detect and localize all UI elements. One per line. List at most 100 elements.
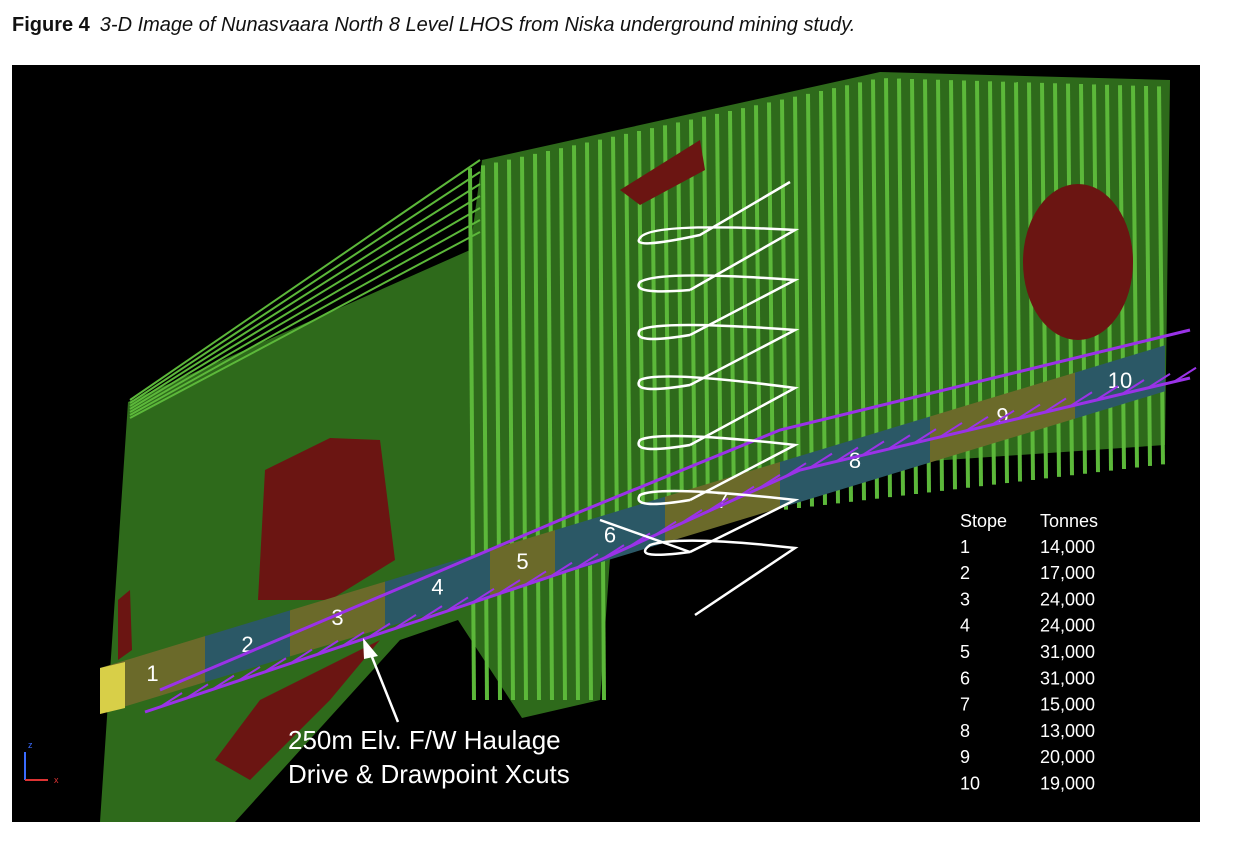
table-cell: 2 [960, 563, 970, 583]
stripe [129, 195, 481, 410]
drawpoint [549, 561, 573, 578]
stripe [676, 122, 684, 523]
stripe [494, 162, 502, 701]
caption-text: 3-D Image of Nunasvaara North 8 Level LH… [99, 14, 856, 36]
stripe [585, 142, 593, 701]
table-cell: 24,000 [1040, 616, 1095, 636]
stripe [520, 156, 528, 701]
stripe [845, 85, 853, 502]
stripe [702, 116, 710, 519]
figure-caption: Figure 4 3-D Image of Nunasvaara North 8 … [12, 14, 855, 37]
stripe [741, 108, 749, 515]
drawpoint [211, 674, 235, 691]
stripe [533, 153, 541, 701]
table-cell: 10 [960, 773, 980, 793]
stripe [572, 145, 580, 701]
table-header: Tonnes [1040, 511, 1098, 531]
drawpoint [497, 579, 521, 595]
drawpoint [1121, 379, 1145, 395]
drawpoint [965, 415, 989, 432]
drawpoint [367, 622, 391, 639]
stope-face [100, 662, 125, 714]
table-cell: 17,000 [1040, 563, 1095, 583]
stripe [1144, 85, 1152, 466]
table-cell: 24,000 [1040, 589, 1095, 609]
drawpoint [783, 462, 807, 479]
stripe [129, 207, 481, 413]
stripe [858, 82, 866, 501]
annotation-line: Drive & Drawpoint Xcuts [288, 759, 570, 789]
stope-label: 5 [516, 549, 528, 574]
table-header: Stope [960, 511, 1007, 531]
annotation-arrow [363, 638, 400, 723]
drawpoint [705, 497, 729, 514]
drawpoint [393, 613, 417, 630]
table-cell: 20,000 [1040, 747, 1095, 767]
drawpoint [939, 422, 963, 438]
drawpoint [185, 683, 209, 700]
drawpoint [601, 544, 625, 560]
table-cell: 31,000 [1040, 642, 1095, 662]
stripe [884, 78, 892, 498]
stope-label: 6 [604, 522, 616, 547]
drawpoint [315, 640, 339, 656]
table-cell: 13,000 [1040, 721, 1095, 741]
drawpoint [1069, 391, 1093, 408]
stripe [806, 93, 814, 507]
drawpoint [1173, 366, 1197, 383]
stripe [793, 96, 801, 509]
stope-label: 3 [331, 605, 343, 630]
table-cell: 4 [960, 616, 970, 636]
drawpoint [445, 596, 469, 613]
grade-patches [118, 140, 1133, 780]
stripe [780, 99, 788, 510]
drawpoint [757, 474, 781, 490]
stripe [129, 171, 481, 404]
stripe [819, 90, 827, 505]
stripe [129, 231, 481, 419]
stripe [624, 133, 632, 529]
drawpoint [1095, 385, 1119, 401]
drawpoint [653, 520, 677, 537]
drawpoint [809, 452, 833, 469]
drawpoint [159, 692, 183, 708]
stripe [129, 159, 481, 401]
drive-line [159, 328, 1191, 692]
stripe [689, 119, 697, 521]
table-cell: 1 [960, 537, 970, 557]
stripe [754, 105, 762, 513]
stope-label: 4 [431, 575, 443, 600]
table-cell: 31,000 [1040, 668, 1095, 688]
stripe [507, 159, 515, 701]
stripe [1157, 86, 1165, 465]
drawpoint [861, 440, 885, 457]
drawpoint [263, 657, 287, 674]
stope-label: 10 [1108, 368, 1132, 393]
stripe [129, 219, 481, 416]
drawpoint [1147, 373, 1171, 389]
drawpoint [237, 666, 261, 682]
table-cell: 6 [960, 668, 970, 688]
table-cell: 8 [960, 721, 970, 741]
table-cell: 5 [960, 642, 970, 662]
figure-label: Figure 4 [12, 14, 90, 36]
drawpoint [471, 587, 495, 604]
stope [780, 416, 930, 508]
axis-gizmo: z x [24, 740, 59, 785]
ramp-spiral [599, 180, 800, 617]
haulage-drive [144, 328, 1197, 714]
stripe [468, 168, 476, 701]
stripe [611, 136, 619, 530]
stope [205, 610, 290, 683]
stope [555, 496, 665, 577]
table-cell: 3 [960, 589, 970, 609]
drawpoint [419, 605, 443, 621]
table-cell: 19,000 [1040, 773, 1095, 793]
drawpoint [341, 631, 365, 648]
stope [100, 636, 205, 714]
table-cell: 14,000 [1040, 537, 1095, 557]
stripe [546, 151, 554, 701]
stripe [832, 88, 840, 504]
drive-line [144, 376, 1191, 714]
tonnes-table: Stope Tonnes 1 14,000 2 17,000 3 24,000 4 24,000 5… [960, 511, 1098, 794]
